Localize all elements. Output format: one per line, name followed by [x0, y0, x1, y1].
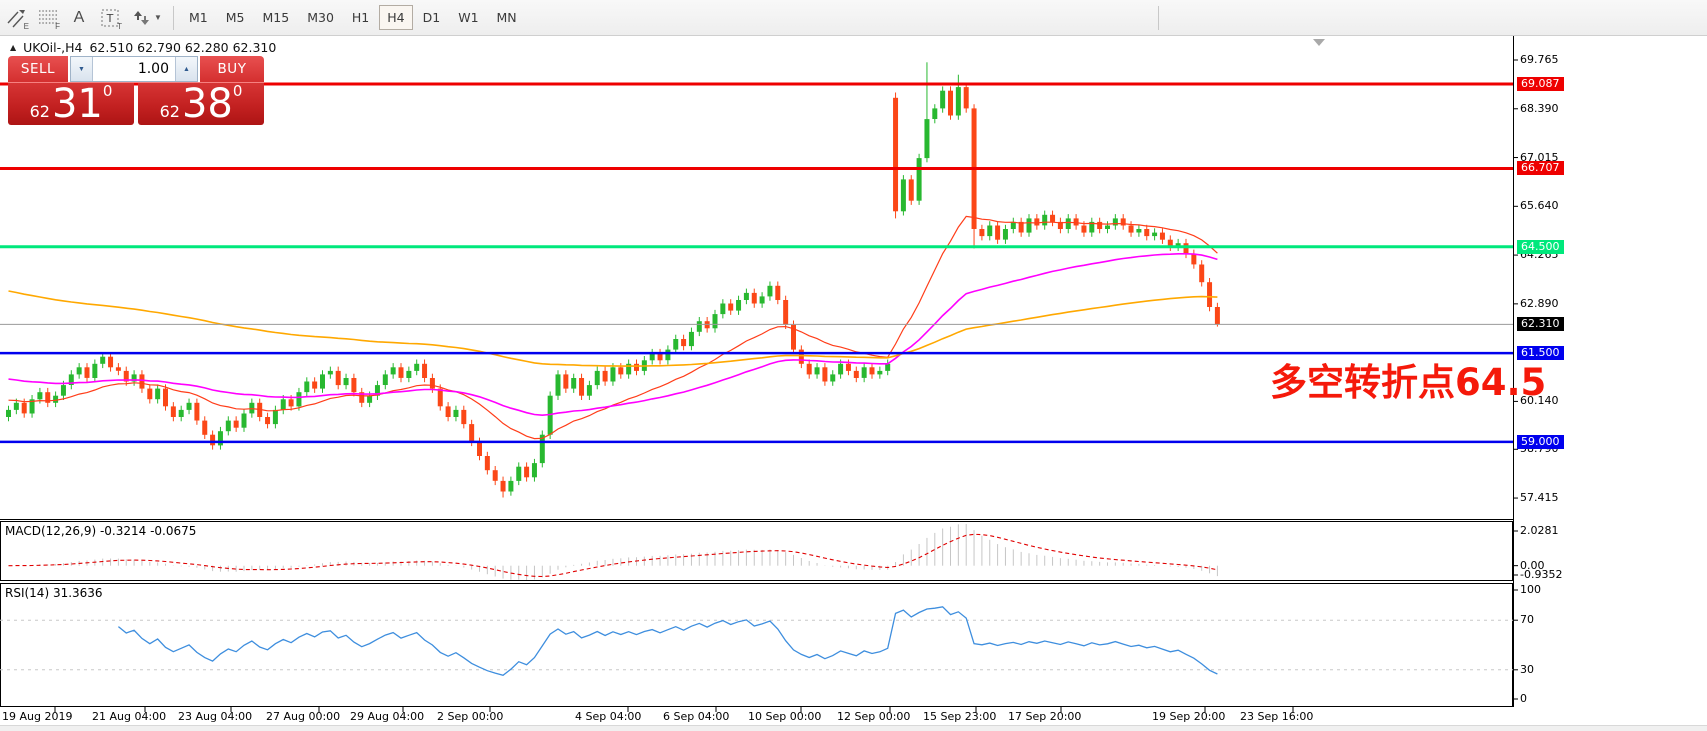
axis-tick-label: 70: [1520, 613, 1534, 627]
axis-tick-label: 68.390: [1520, 101, 1559, 115]
symbol-timeframe: UKOil-,H4: [23, 40, 83, 55]
axis-tick-label: 100: [1520, 583, 1541, 596]
volume-stepper: ▼ ▲: [70, 56, 198, 82]
arrows-icon: [132, 8, 152, 28]
fibonacci-tool-button[interactable]: F: [34, 4, 62, 32]
time-axis-label: 19 Aug 2019: [2, 710, 73, 723]
rsi-line: [117, 606, 1218, 677]
text-box-icon: T: [99, 7, 121, 29]
volume-decrease-button[interactable]: ▼: [71, 57, 93, 81]
axis-tick-label: 2.0281: [1520, 524, 1559, 537]
chart-title: ▲ UKOil-,H4 62.510 62.790 62.280 62.310: [10, 40, 276, 55]
buy-price-pip: 0: [232, 82, 243, 100]
axis-tick-label: -0.9352: [1520, 568, 1563, 581]
toolbar-separator: [173, 5, 174, 30]
collapse-arrow-icon[interactable]: ▲: [10, 43, 17, 52]
sell-price-pip: 0: [102, 82, 113, 100]
price-badge-62.310: 62.310: [1517, 317, 1564, 332]
rsi-indicator-label: RSI(14) 31.3636: [5, 586, 103, 600]
price-badge-61.500: 61.500: [1517, 346, 1564, 361]
time-axis-label: 29 Aug 04:00: [350, 710, 425, 723]
timeframe-button-D1[interactable]: D1: [415, 5, 449, 30]
timeframe-button-M1[interactable]: M1: [181, 5, 216, 30]
time-axis-label: 4 Sep 04:00: [575, 710, 642, 723]
equidistant-channel-icon: [6, 7, 28, 29]
text-label-tool-button[interactable]: A: [65, 4, 93, 32]
timeframe-button-H1[interactable]: H1: [344, 5, 377, 30]
time-axis-label: 17 Sep 20:00: [1008, 710, 1082, 723]
window-bottom-edge: [0, 725, 1707, 731]
tool-sub-label: T: [117, 21, 122, 31]
toolbar-separator: [1158, 6, 1159, 30]
text-label-icon: A: [73, 8, 85, 26]
price-badge-69.087: 69.087: [1517, 77, 1564, 92]
buy-button[interactable]: BUY: [200, 56, 264, 82]
slow-ma-line: [8, 290, 1218, 367]
time-axis-label: 15 Sep 23:00: [923, 710, 997, 723]
time-axis-label: 10 Sep 00:00: [748, 710, 822, 723]
timeframe-button-H4[interactable]: H4: [379, 5, 413, 30]
timeframe-group: M1 M5 M15 M30 H1 H4 D1 W1 MN: [180, 5, 526, 30]
time-axis-label: 12 Sep 00:00: [837, 710, 911, 723]
tool-sub-label: F: [55, 21, 60, 31]
timeframe-button-M5[interactable]: M5: [218, 5, 253, 30]
sell-price-quote[interactable]: 62 31 0: [8, 83, 134, 125]
text-box-tool-button[interactable]: T T: [96, 4, 124, 32]
buy-price-big: 38: [181, 81, 233, 127]
time-axis-label: 23 Aug 04:00: [178, 710, 253, 723]
time-axis-label: 21 Aug 04:00: [92, 710, 167, 723]
svg-text:T: T: [106, 12, 114, 25]
time-axis-label: 27 Aug 00:00: [266, 710, 341, 723]
sell-button[interactable]: SELL: [8, 56, 68, 82]
buy-price-quote[interactable]: 62 38 0: [138, 83, 264, 125]
timeframe-button-M30[interactable]: M30: [299, 5, 342, 30]
price-badge-66.707: 66.707: [1517, 161, 1564, 176]
price-badge-64.500: 64.500: [1517, 239, 1564, 254]
axis-tick-label: 69.765: [1520, 53, 1559, 66]
mid-ma-line: [8, 253, 1218, 417]
timeframe-button-W1[interactable]: W1: [450, 5, 486, 30]
time-axis-label: 23 Sep 16:00: [1240, 710, 1314, 723]
equidistant-channel-tool-button[interactable]: E: [3, 4, 31, 32]
axis-tick-label: 62.890: [1520, 296, 1559, 310]
scroll-to-end-marker-icon[interactable]: [1313, 39, 1325, 46]
chevron-down-icon: ▼: [154, 13, 162, 22]
chart-annotation-text: 多空转折点64.5: [1270, 361, 1547, 404]
sell-price-handle: 62: [29, 102, 50, 121]
ohlc-values: 62.510 62.790 62.280 62.310: [89, 40, 277, 55]
macd-indicator-label: MACD(12,26,9) -0.3214 -0.0675: [5, 524, 197, 538]
price-badge-59.000: 59.000: [1517, 434, 1564, 449]
timeframe-button-MN[interactable]: MN: [489, 5, 525, 30]
axis-tick-label: 65.640: [1520, 199, 1559, 213]
axis-tick-label: 30: [1520, 662, 1534, 676]
axis-tick-label: 0: [1520, 692, 1527, 705]
buy-price-handle: 62: [159, 102, 180, 121]
axis-tick-label: 67.015: [1520, 150, 1559, 164]
macd-signal-line: [8, 533, 1218, 578]
axis-tick-label: 57.415: [1520, 491, 1559, 505]
volume-increase-button[interactable]: ▲: [175, 57, 197, 81]
time-axis-label: 6 Sep 04:00: [663, 710, 730, 723]
time-axis-label: 19 Sep 20:00: [1152, 710, 1226, 723]
axis-tick-label: 0.00: [1520, 558, 1545, 572]
tool-sub-label: E: [23, 21, 29, 31]
arrows-tool-button[interactable]: ▼: [127, 4, 167, 32]
axis-tick-label: 60.140: [1520, 394, 1559, 408]
timeframe-button-M15[interactable]: M15: [255, 5, 298, 30]
volume-input[interactable]: [93, 57, 175, 81]
time-axis-label: 2 Sep 00:00: [437, 710, 504, 723]
toolbar: E F A T T: [0, 0, 1707, 36]
trade-panel: SELL ▼ ▲ BUY 62 31 0 62 38 0: [8, 56, 266, 125]
sell-price-big: 31: [51, 81, 103, 127]
